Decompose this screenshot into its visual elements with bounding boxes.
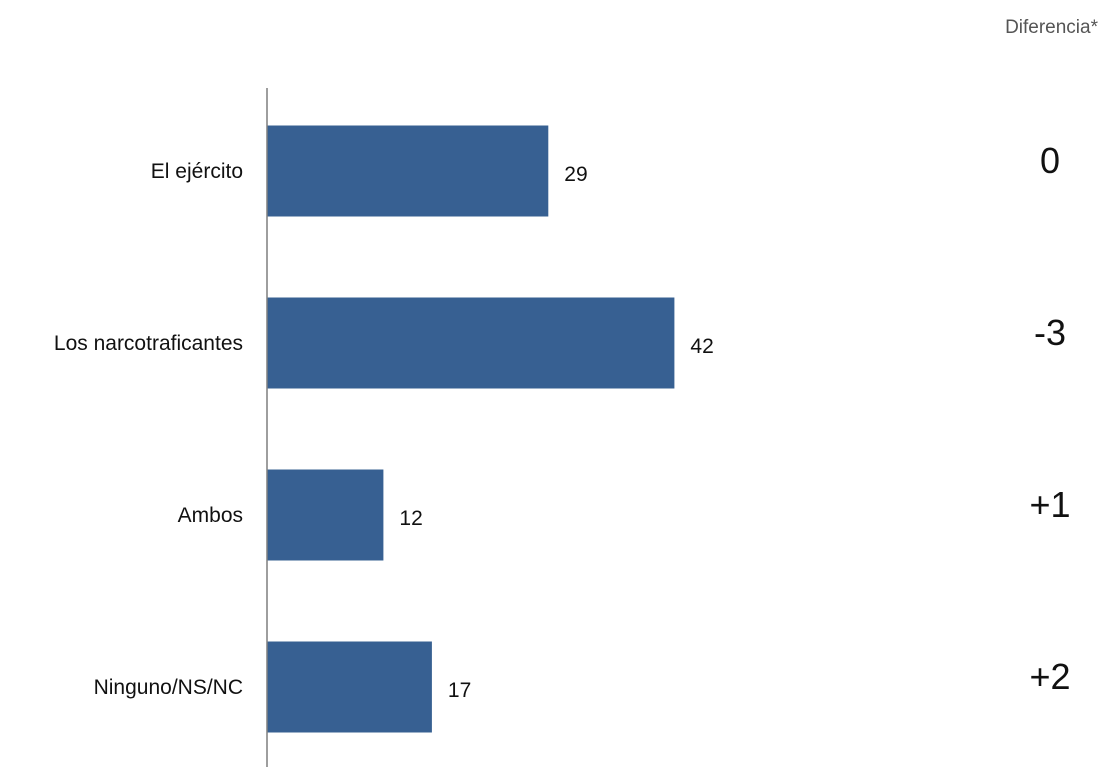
difference-header: Diferencia* <box>1005 17 1099 38</box>
category-label: Ambos <box>178 504 243 527</box>
difference-value: 0 <box>1040 140 1060 181</box>
bar <box>267 469 384 561</box>
difference-value: -3 <box>1034 312 1066 353</box>
bar <box>267 641 432 733</box>
value-label: 29 <box>564 163 587 186</box>
bar <box>267 297 675 389</box>
category-label: Los narcotraficantes <box>54 332 243 355</box>
bar <box>267 125 549 217</box>
value-label: 17 <box>448 679 471 702</box>
value-label: 12 <box>399 507 422 530</box>
value-label: 42 <box>690 335 713 358</box>
difference-value: +2 <box>1029 656 1070 697</box>
difference-value: +1 <box>1029 484 1070 525</box>
category-label: Ninguno/NS/NC <box>94 676 243 699</box>
bars-group: El ejército 29 0 Los narcotraficantes 42 -3 Am… <box>54 125 1071 733</box>
category-label: El ejército <box>151 160 243 183</box>
